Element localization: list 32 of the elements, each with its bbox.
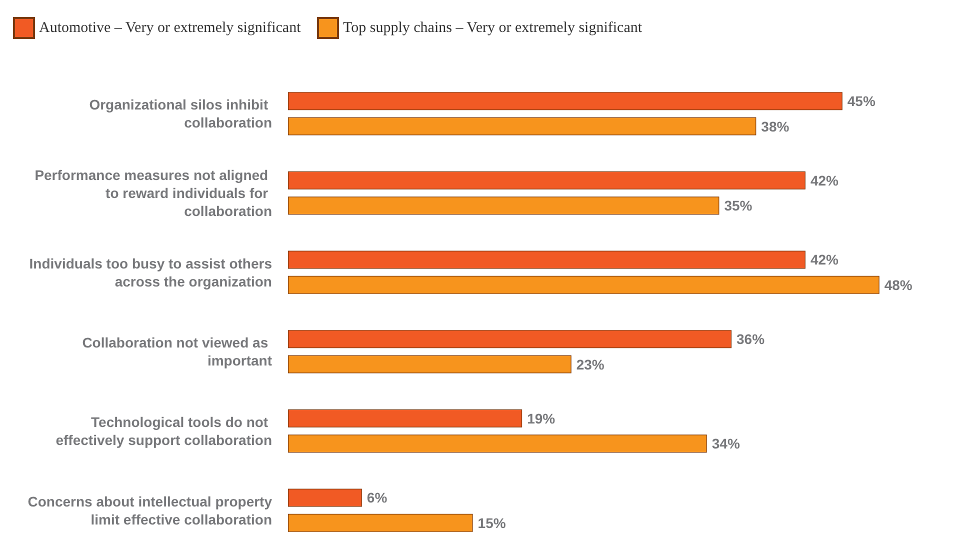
- y-tick-label: Concerns about intellectual property limit effective collaboration: [28, 493, 272, 528]
- legend-label: Automotive – Very or extremely significant: [39, 20, 302, 36]
- bar: [288, 409, 522, 428]
- bar: [288, 117, 756, 136]
- y-tick-label: Technological tools do not effectively support collaboration: [56, 414, 272, 448]
- data-label: 35%: [724, 198, 753, 214]
- data-label: 34%: [712, 436, 740, 452]
- legend-label: Top supply chains – Very or extremely significant: [343, 20, 643, 36]
- bar: [288, 171, 806, 190]
- bar: [288, 488, 362, 507]
- data-label: 15%: [478, 514, 506, 531]
- data-label: 48%: [884, 276, 913, 293]
- data-label: 6%: [366, 490, 388, 506]
- bar: [288, 355, 572, 374]
- data-label: 42%: [810, 172, 840, 188]
- bar: [288, 514, 473, 532]
- y-tick-label: Individuals too busy to assist others across the organization: [29, 255, 272, 290]
- data-label: 42%: [810, 252, 840, 268]
- data-label: 36%: [736, 331, 766, 348]
- bar: [288, 196, 720, 215]
- data-label: 38%: [761, 118, 790, 134]
- data-label: 45%: [847, 93, 876, 110]
- y-tick-label: Performance measures not aligned to reward individuals for collaboration: [34, 167, 272, 219]
- bar: [288, 92, 842, 110]
- bar: [288, 330, 732, 348]
- bar: [288, 434, 707, 453]
- bar: [288, 250, 806, 269]
- data-label: 19%: [527, 410, 556, 426]
- y-tick-label: Collaboration not viewed as important: [82, 334, 272, 369]
- y-tick-label: Organizational silos inhibit collaboration: [89, 96, 272, 131]
- data-label: 23%: [576, 356, 605, 372]
- bar: [288, 276, 880, 294]
